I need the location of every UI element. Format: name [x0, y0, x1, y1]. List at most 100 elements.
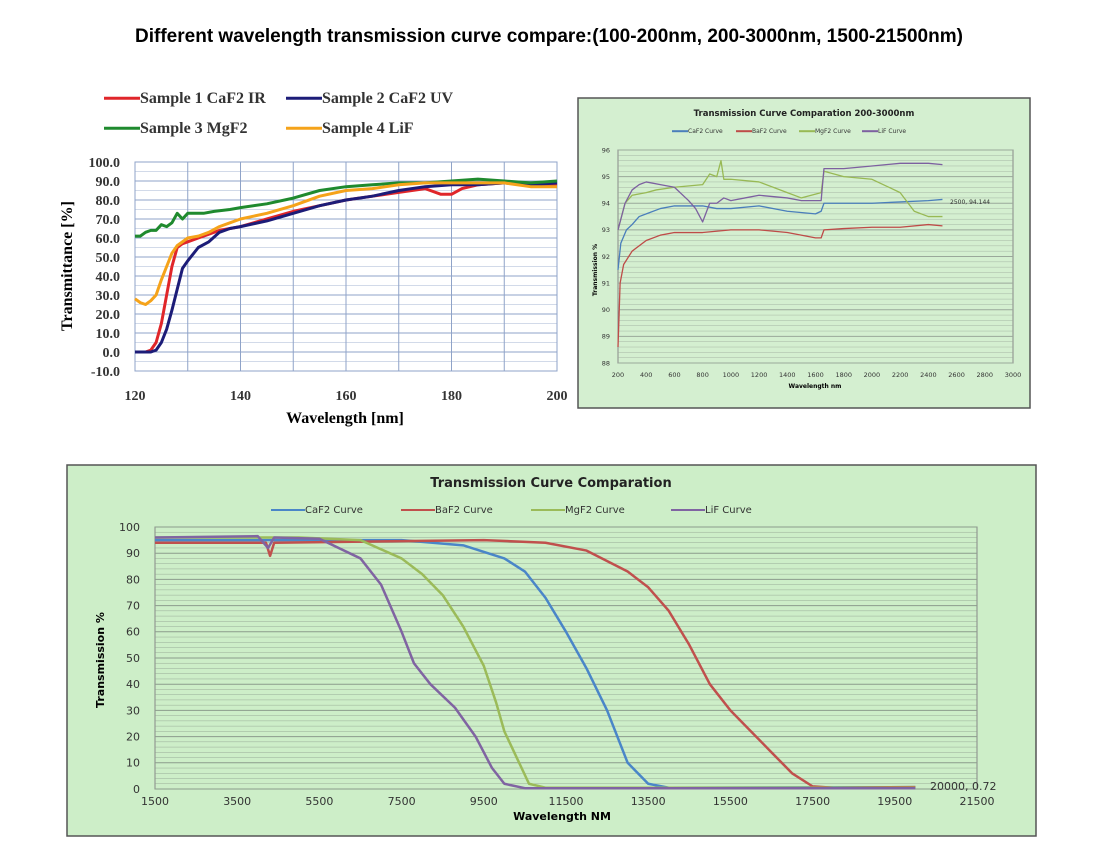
y-tick-label: 80 — [126, 573, 140, 586]
x-tick-label: 3000 — [1005, 371, 1022, 379]
y-tick-label: 90.0 — [96, 175, 121, 190]
x-tick-label: 1800 — [835, 371, 852, 379]
x-tick-label: 1400 — [779, 371, 796, 379]
x-tick-label: 2600 — [948, 371, 965, 379]
x-tick-label: 2800 — [977, 371, 994, 379]
y-tick-label: 40.0 — [96, 270, 121, 285]
x-tick-label: 180 — [441, 389, 462, 404]
x-tick-label: 200 — [612, 371, 624, 379]
x-tick-label: 2400 — [920, 371, 937, 379]
data-annotation: 20000, 0.72 — [930, 780, 996, 793]
y-tick-label: 0.0 — [103, 346, 121, 361]
legend-label: LiF Curve — [878, 128, 906, 135]
x-tick-label: 7500 — [388, 795, 416, 808]
x-tick-label: 200 — [547, 389, 568, 404]
y-tick-label: 60.0 — [96, 232, 121, 247]
series-line-mgf2-curve — [617, 159, 943, 231]
page-title: Different wavelength transmission curve … — [135, 26, 963, 47]
y-tick-label: 89 — [602, 333, 610, 341]
chart-title: Transmission Curve Comparation — [430, 476, 671, 491]
y-tick-label: 80.0 — [96, 194, 121, 209]
legend-label: CaF2 Curve — [688, 128, 723, 135]
series-line-baf2-curve — [155, 538, 916, 789]
x-tick-label: 1000 — [723, 371, 740, 379]
y-tick-label: 30.0 — [96, 289, 121, 304]
legend-label: Sample 1 CaF2 IR — [140, 90, 266, 107]
x-tick-label: 140 — [230, 389, 251, 404]
x-tick-label: 9500 — [470, 795, 498, 808]
x-axis-label: Wavelength nm — [789, 383, 842, 390]
series-line-sample-2-caf2-uv — [135, 181, 558, 354]
y-tick-label: 70.0 — [96, 213, 121, 228]
series-line-lif-curve — [617, 162, 943, 231]
y-axis-label: Transmittance [%] — [59, 201, 76, 331]
y-tick-label: 94 — [602, 200, 610, 208]
data-annotation: 2500, 94.144 — [950, 199, 990, 206]
y-tick-label: 50.0 — [96, 251, 121, 266]
x-tick-label: 800 — [696, 371, 708, 379]
series-line-lif-curve — [154, 534, 916, 790]
legend-label: Sample 2 CaF2 UV — [322, 90, 454, 107]
y-axis-label: Transmission % — [94, 612, 107, 708]
y-tick-label: 93 — [602, 226, 610, 234]
y-tick-label: 96 — [602, 146, 610, 154]
series-line-baf2-curve — [617, 223, 943, 348]
series-line-mgf2-curve — [155, 536, 916, 789]
legend-label: LiF Curve — [705, 505, 752, 516]
y-tick-label: 91 — [602, 279, 610, 287]
y-tick-label: 100 — [119, 521, 140, 534]
y-tick-label: 30 — [126, 704, 140, 717]
y-tick-label: 20 — [126, 730, 140, 743]
x-tick-label: 1500 — [141, 795, 169, 808]
x-tick-label: 120 — [125, 389, 146, 404]
y-tick-label: 50 — [126, 652, 140, 665]
y-tick-label: 10.0 — [96, 327, 121, 342]
legend-label: CaF2 Curve — [305, 505, 363, 516]
series-line-sample-4-lif — [134, 181, 557, 306]
y-tick-label: 92 — [602, 253, 610, 261]
y-tick-label: 88 — [602, 359, 610, 367]
x-tick-label: 19500 — [877, 795, 912, 808]
x-tick-label: 1200 — [751, 371, 768, 379]
y-tick-label: 0 — [133, 783, 140, 796]
y-tick-label: 20.0 — [96, 308, 121, 323]
y-tick-label: 95 — [602, 173, 610, 181]
y-tick-label: 40 — [126, 678, 140, 691]
legend-label: Sample 3 MgF2 — [140, 120, 248, 137]
x-tick-label: 160 — [336, 389, 357, 404]
y-tick-label: -10.0 — [91, 365, 120, 380]
x-axis-label: Wavelength [nm] — [286, 410, 404, 427]
chart-frame — [66, 464, 1037, 837]
x-tick-label: 1600 — [807, 371, 824, 379]
y-tick-label: 90 — [602, 306, 610, 314]
legend-label: MgF2 Curve — [565, 505, 625, 516]
y-tick-label: 100.0 — [89, 156, 121, 171]
x-tick-label: 17500 — [795, 795, 830, 808]
y-tick-label: 70 — [126, 599, 140, 612]
x-axis-label: Wavelength NM — [513, 810, 611, 823]
x-tick-label: 21500 — [960, 795, 995, 808]
x-tick-label: 11500 — [549, 795, 584, 808]
x-tick-label: 15500 — [713, 795, 748, 808]
legend-label: BaF2 Curve — [752, 128, 787, 135]
x-tick-label: 2200 — [892, 371, 909, 379]
x-tick-label: 13500 — [631, 795, 666, 808]
series-line-caf2-curve — [155, 538, 916, 789]
x-tick-label: 5500 — [305, 795, 333, 808]
x-tick-label: 2000 — [864, 371, 881, 379]
chart-title: Transmission Curve Comparation 200-3000n… — [694, 109, 915, 119]
legend-label: MgF2 Curve — [815, 128, 851, 135]
y-tick-label: 10 — [126, 757, 140, 770]
legend-label: BaF2 Curve — [435, 505, 493, 516]
x-tick-label: 600 — [668, 371, 680, 379]
y-axis-label: Transmission % — [592, 244, 599, 296]
legend-label: Sample 4 LiF — [322, 120, 414, 137]
y-tick-label: 60 — [126, 626, 140, 639]
series-line-caf2-curve — [617, 198, 943, 270]
x-tick-label: 400 — [640, 371, 652, 379]
y-tick-label: 90 — [126, 547, 140, 560]
x-tick-label: 3500 — [223, 795, 251, 808]
